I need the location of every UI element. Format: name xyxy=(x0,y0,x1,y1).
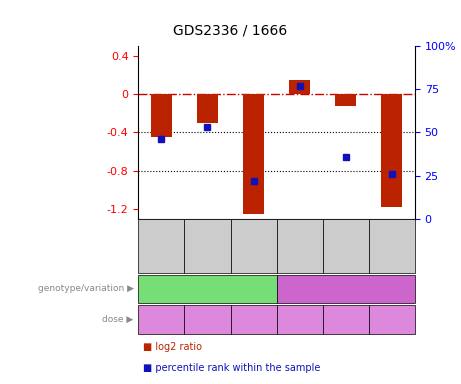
Text: GSM102679: GSM102679 xyxy=(341,220,350,271)
Text: wild type: wild type xyxy=(185,284,230,294)
Text: GDS2336 / 1666: GDS2336 / 1666 xyxy=(173,23,288,37)
Text: 6 mM: 6 mM xyxy=(194,314,221,325)
Text: 9 mM: 9 mM xyxy=(378,314,406,325)
Text: caffeine resistant mutant: caffeine resistant mutant xyxy=(284,284,408,294)
Bar xyxy=(197,94,218,123)
Text: GSM102675: GSM102675 xyxy=(157,220,166,271)
Text: 3 mM: 3 mM xyxy=(286,314,313,325)
Text: 3 mM: 3 mM xyxy=(148,314,175,325)
Bar xyxy=(382,94,402,207)
Text: genotype/variation ▶: genotype/variation ▶ xyxy=(38,285,134,293)
Bar xyxy=(336,94,356,106)
Text: dose ▶: dose ▶ xyxy=(102,315,134,324)
Text: ■ log2 ratio: ■ log2 ratio xyxy=(143,342,202,352)
Bar xyxy=(243,94,264,214)
Text: GSM102676: GSM102676 xyxy=(203,220,212,271)
Text: GSM102677: GSM102677 xyxy=(249,220,258,271)
Text: GSM102678: GSM102678 xyxy=(295,220,304,271)
Text: 9 mM: 9 mM xyxy=(240,314,267,325)
Text: 6 mM: 6 mM xyxy=(332,314,360,325)
Bar xyxy=(151,94,171,137)
Text: GSM102680: GSM102680 xyxy=(387,220,396,271)
Text: ■ percentile rank within the sample: ■ percentile rank within the sample xyxy=(143,363,320,373)
Bar xyxy=(290,80,310,94)
